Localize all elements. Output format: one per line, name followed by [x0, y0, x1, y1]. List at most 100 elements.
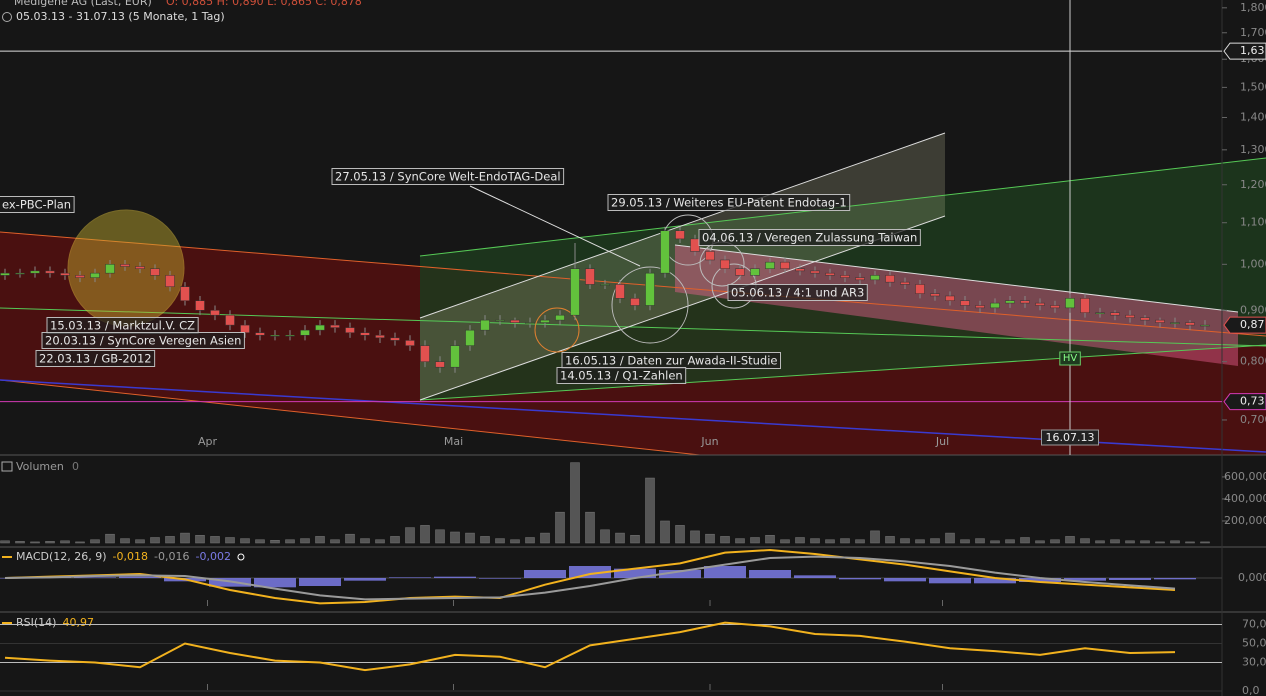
- candle-body: [840, 275, 850, 278]
- macd-histogram: [929, 578, 971, 584]
- price-tag: [1223, 42, 1266, 60]
- volume-bar: [825, 539, 835, 544]
- trend-line: [0, 231, 1266, 337]
- volume-bar: [855, 539, 865, 544]
- label-box: [727, 284, 868, 301]
- volume-bar: [720, 536, 730, 544]
- candle-body: [975, 305, 985, 309]
- label-box: [35, 350, 156, 367]
- y-tick-label: 30,0: [1242, 656, 1266, 669]
- volume-bar: [615, 532, 625, 544]
- volume-bar: [570, 462, 580, 544]
- volume-bar: [375, 539, 385, 544]
- candle-body: [1065, 298, 1075, 309]
- candle-body: [810, 270, 820, 274]
- macd-histogram: [1154, 578, 1196, 580]
- volume-bar: [735, 538, 745, 544]
- legend-value: -0,016: [154, 550, 189, 563]
- candle-body: [540, 319, 550, 323]
- candle-body: [915, 284, 925, 294]
- label-box: [607, 194, 851, 211]
- macd-line: [4, 555, 1176, 601]
- candle-body: [555, 314, 565, 321]
- macd-histogram: [1109, 578, 1151, 580]
- volume-bar: [270, 539, 280, 544]
- candle-body: [135, 266, 145, 269]
- volume-bar: [1035, 540, 1045, 544]
- candle-body: [255, 332, 265, 336]
- candle-body: [645, 272, 655, 306]
- volume-bar: [810, 538, 820, 544]
- volume-bar: [525, 537, 535, 544]
- candle-body: [660, 230, 670, 274]
- volume-bar: [555, 511, 565, 544]
- pink-channel: [675, 245, 1238, 366]
- candle-body: [630, 298, 640, 306]
- candle-body: [1080, 298, 1090, 313]
- volume-bar: [120, 538, 130, 544]
- x-tick-label: Jun: [700, 435, 718, 448]
- volume-bar: [585, 511, 595, 544]
- volume-bar: [105, 533, 115, 544]
- candle-body: [1050, 305, 1060, 309]
- candle-body: [105, 264, 115, 274]
- macd-histogram: [974, 578, 1016, 584]
- volume-bar: [1065, 536, 1075, 544]
- volume-bar: [630, 535, 640, 544]
- y-tick-label: 1,200: [1240, 178, 1266, 191]
- price-tag: [1223, 316, 1266, 334]
- volume-bar: [255, 539, 265, 544]
- y-tick-label: 0,700: [1240, 413, 1266, 426]
- candle-body: [930, 293, 940, 297]
- candle-body: [1200, 324, 1210, 327]
- volume-bar: [30, 541, 40, 544]
- volume-bar: [765, 535, 775, 544]
- candle-body: [195, 300, 205, 311]
- candle-body: [450, 345, 460, 368]
- candle-body: [510, 319, 520, 323]
- volume-bar: [945, 532, 955, 544]
- macd-histogram: [1064, 578, 1106, 581]
- volume-bar: [45, 541, 55, 544]
- price-tag-label: 0,87: [1240, 318, 1265, 331]
- label-box: [1041, 429, 1099, 446]
- volume-bar: [405, 527, 415, 544]
- candle-body: [1140, 317, 1150, 321]
- macd-histogram: [524, 570, 566, 578]
- clock-icon: [2, 12, 12, 22]
- volume-bar: [600, 529, 610, 544]
- volume-bar: [990, 540, 1000, 544]
- candle-body: [360, 332, 370, 336]
- volume-bar: [915, 539, 925, 544]
- y-tick-label: 0,0: [1242, 684, 1260, 696]
- volume-bar: [1170, 540, 1180, 544]
- candle-body: [825, 272, 835, 276]
- y-tick-label: 0,800: [1240, 355, 1266, 368]
- annotation: 04.06.13 / Veregen Zulassung Taiwan: [702, 231, 917, 245]
- macd-histogram: [884, 578, 926, 582]
- candle-body: [45, 270, 55, 274]
- candle-body: [405, 340, 415, 346]
- volume-bar: [930, 538, 940, 544]
- volume-bar: [1050, 539, 1060, 544]
- candle-body: [75, 275, 85, 278]
- volume-bar: [345, 533, 355, 544]
- panel-title: Volumen: [16, 460, 64, 473]
- macd-histogram: [614, 568, 656, 578]
- macd-histogram: [749, 570, 791, 578]
- date-range: 05.03.13 - 31.07.13 (5 Monate, 1 Tag): [16, 10, 225, 23]
- macd-histogram: [839, 578, 881, 580]
- candle-body: [735, 268, 745, 276]
- volume-bar: [210, 536, 220, 544]
- candle-body: [570, 268, 580, 316]
- price-tag-label: 0,73: [1240, 395, 1265, 408]
- rsi-line: [4, 621, 1176, 672]
- volume-bar: [165, 536, 175, 544]
- volume-bar: [285, 539, 295, 544]
- y-tick-label: 1,000: [1240, 257, 1266, 270]
- highlight-circle: [611, 266, 689, 344]
- candle-body: [1005, 300, 1015, 304]
- y-tick-label: 1,300: [1240, 143, 1266, 156]
- candle-body: [765, 261, 775, 269]
- trend-line: [419, 215, 946, 401]
